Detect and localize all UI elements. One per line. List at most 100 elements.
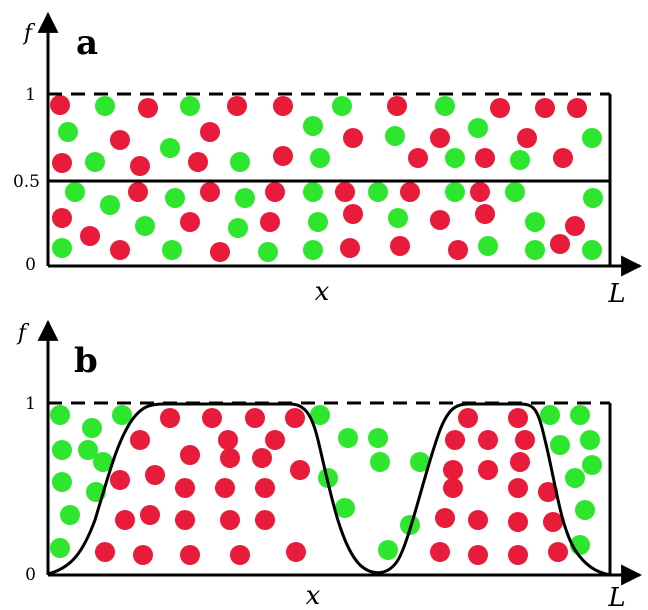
- green-particle: [370, 452, 390, 472]
- red-particle: [550, 234, 570, 254]
- red-particle: [215, 478, 235, 498]
- green-particle: [505, 182, 525, 202]
- green-particle: [235, 188, 255, 208]
- red-particle: [200, 122, 220, 142]
- red-particle: [138, 98, 158, 118]
- green-particle: [165, 188, 185, 208]
- red-particle: [175, 510, 195, 530]
- red-particle: [115, 510, 135, 530]
- red-particle: [508, 478, 528, 498]
- green-particle: [435, 96, 455, 116]
- red-particle: [52, 208, 72, 228]
- green-particle: [52, 238, 72, 258]
- red-particle: [210, 242, 230, 262]
- green-particle: [570, 405, 590, 425]
- red-particle: [200, 182, 220, 202]
- red-particle: [230, 545, 250, 565]
- panel-b-x-axis-label: x: [306, 581, 321, 610]
- red-particle: [130, 430, 150, 450]
- red-particle: [265, 430, 285, 450]
- red-particle: [510, 452, 530, 472]
- red-particle: [543, 512, 563, 532]
- red-particle: [245, 408, 265, 428]
- red-particle: [443, 460, 463, 480]
- red-particle: [252, 448, 272, 468]
- green-particle: [82, 418, 102, 438]
- red-particle: [408, 148, 428, 168]
- red-particle: [468, 545, 488, 565]
- red-particle: [218, 430, 238, 450]
- panel-a-particles-green: [52, 96, 603, 262]
- red-particle: [110, 240, 130, 260]
- red-particle: [400, 182, 420, 202]
- red-particle: [508, 408, 528, 428]
- red-particle: [343, 204, 363, 224]
- panel-b-label: b: [74, 341, 98, 381]
- red-particle: [343, 128, 363, 148]
- red-particle: [265, 182, 285, 202]
- green-particle: [468, 118, 488, 138]
- green-particle: [582, 128, 602, 148]
- green-particle: [540, 405, 560, 425]
- green-particle: [58, 122, 78, 142]
- green-particle: [385, 126, 405, 146]
- green-particle: [160, 138, 180, 158]
- green-particle: [303, 116, 323, 136]
- panel-a-label: a: [76, 23, 98, 63]
- green-particle: [303, 182, 323, 202]
- panel-b-x-end-label: L: [607, 583, 625, 610]
- red-particle: [390, 236, 410, 256]
- red-particle: [435, 508, 455, 528]
- green-particle: [230, 152, 250, 172]
- green-particle: [310, 148, 330, 168]
- panel-b-y-axis-label: f: [16, 321, 30, 346]
- green-particle: [478, 236, 498, 256]
- red-particle: [145, 465, 165, 485]
- red-particle: [508, 545, 528, 565]
- red-particle: [273, 146, 293, 166]
- green-particle: [445, 148, 465, 168]
- red-particle: [160, 408, 180, 428]
- panel-b-tick-1: 1: [25, 394, 36, 414]
- green-particle: [135, 216, 155, 236]
- red-particle: [52, 153, 72, 173]
- red-particle: [50, 95, 70, 115]
- red-particle: [80, 226, 100, 246]
- red-particle: [220, 448, 240, 468]
- green-particle: [303, 240, 323, 260]
- red-particle: [110, 130, 130, 150]
- green-particle: [445, 182, 465, 202]
- red-particle: [227, 96, 247, 116]
- red-particle: [335, 182, 355, 202]
- red-particle: [340, 238, 360, 258]
- green-particle: [565, 468, 585, 488]
- red-particle: [430, 210, 450, 230]
- panel-a-x-end-label: L: [607, 279, 625, 309]
- red-particle: [430, 128, 450, 148]
- green-particle: [112, 405, 132, 425]
- red-particle: [468, 510, 488, 530]
- green-particle: [582, 455, 602, 475]
- red-particle: [448, 240, 468, 260]
- green-particle: [338, 428, 358, 448]
- red-particle: [175, 478, 195, 498]
- panel-a-tick-0-5: 0.5: [13, 172, 40, 192]
- green-particle: [100, 195, 120, 215]
- green-particle: [583, 188, 603, 208]
- red-particle: [220, 510, 240, 530]
- red-particle: [202, 408, 222, 428]
- red-particle: [255, 478, 275, 498]
- red-particle: [260, 212, 280, 232]
- green-particle: [52, 472, 72, 492]
- green-particle: [410, 452, 430, 472]
- green-particle: [50, 538, 70, 558]
- red-particle: [430, 542, 450, 562]
- panel-b: 1 0 f x L b: [16, 319, 643, 610]
- red-particle: [110, 470, 130, 490]
- red-particle: [478, 430, 498, 450]
- green-particle: [52, 440, 72, 460]
- panel-b-tick-0: 0: [25, 565, 36, 585]
- panel-b-particles-red: [95, 408, 568, 565]
- red-particle: [180, 212, 200, 232]
